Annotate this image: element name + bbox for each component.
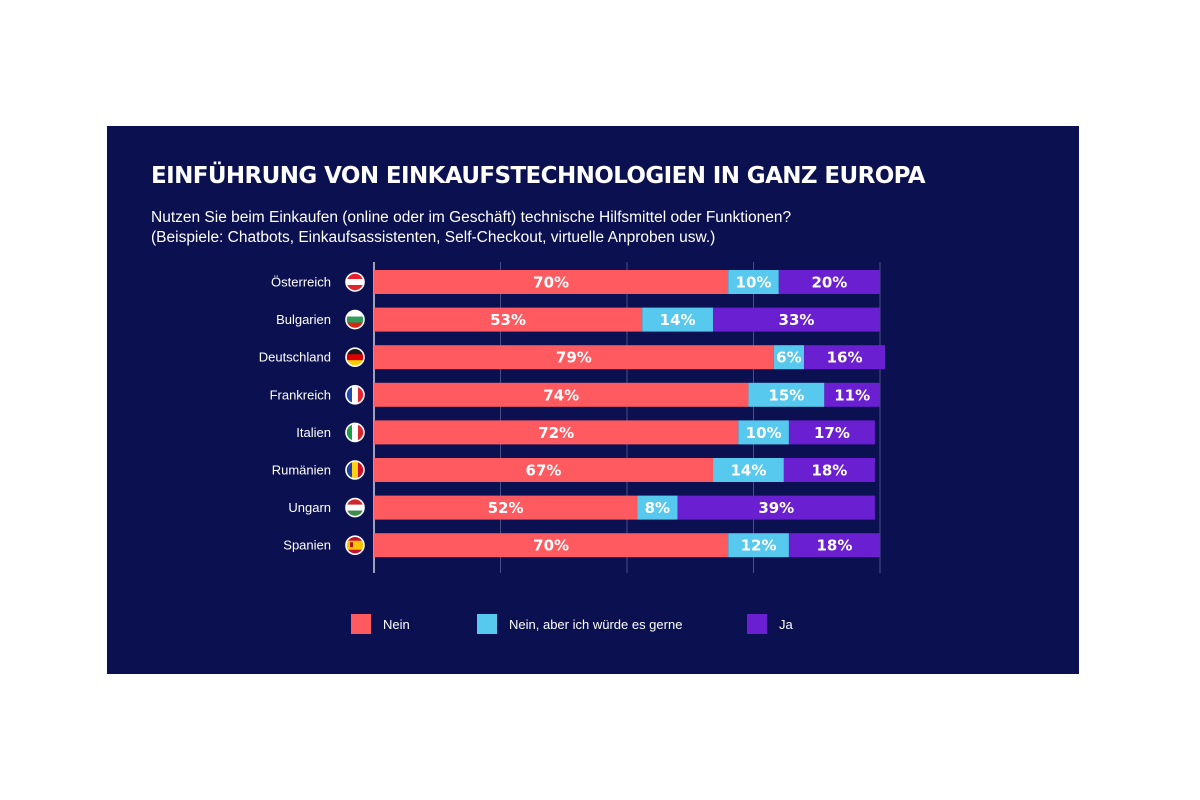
bulgaria-flag-icon	[345, 309, 365, 330]
bars: 70% 10% 20% 53% 14% 33% 79% 6% 16% 74% 15% 11% 72% 10…	[374, 270, 886, 558]
chart-title: EINFÜHRUNG VON EINKAUFSTECHNOLOGIEN IN G…	[151, 163, 926, 189]
bar-segment	[738, 420, 789, 445]
data-label: 15%	[768, 386, 804, 404]
legend-swatch-nein-aber	[477, 614, 497, 634]
bar-segment	[374, 307, 643, 332]
bar-segment	[728, 533, 789, 558]
data-label: 79%	[556, 349, 592, 367]
bar-segment	[778, 270, 880, 294]
data-label: 70%	[533, 537, 569, 555]
bar-segment	[374, 270, 729, 294]
data-label: 11%	[834, 386, 870, 404]
bar-segment	[374, 420, 739, 445]
bar-segment	[804, 345, 886, 370]
category-label: Frankreich	[270, 387, 331, 402]
chart-subtitle-line-1: Nutzen Sie beim Einkaufen (online oder i…	[151, 209, 792, 226]
bar-segment	[374, 495, 638, 520]
category-label: Deutschland	[259, 350, 331, 365]
bar-segment	[788, 420, 875, 445]
data-label: 18%	[811, 462, 847, 480]
legend-item-nein: Nein	[351, 614, 410, 634]
data-label: 53%	[490, 311, 526, 329]
data-label: 20%	[811, 274, 847, 292]
bar-segment	[374, 345, 774, 370]
data-label: 18%	[817, 537, 853, 555]
bar-segment	[824, 382, 880, 407]
category-label: Ungarn	[288, 500, 331, 515]
data-label: 16%	[827, 349, 863, 367]
data-label: 10%	[736, 274, 772, 292]
romania-flag-icon	[345, 460, 365, 480]
bar-segment	[773, 345, 805, 370]
bar-segment	[713, 307, 880, 332]
data-label: 33%	[779, 311, 815, 329]
data-label: 17%	[814, 424, 850, 442]
category-label: Italien	[296, 425, 331, 440]
bar-segment	[783, 458, 875, 482]
bar-segment	[788, 533, 880, 558]
data-label: 67%	[526, 462, 562, 480]
data-label: 14%	[660, 311, 696, 329]
spain-flag-icon	[345, 535, 365, 556]
legend-swatch-nein	[351, 614, 371, 634]
data-label: 14%	[730, 462, 766, 480]
germany-flag-icon	[345, 347, 365, 368]
data-label: 8%	[645, 499, 670, 517]
legend-label-ja: Ja	[779, 616, 793, 632]
legend-item-ja: Ja	[747, 614, 793, 634]
bar-segment	[728, 270, 779, 294]
france-flag-icon	[345, 384, 365, 405]
bar-segment	[374, 458, 714, 482]
bar-segment	[748, 382, 825, 407]
legend-label-nein-aber: Nein, aber ich würde es gerne	[509, 616, 683, 632]
bar-segment	[374, 382, 749, 407]
bar-segment	[713, 458, 784, 482]
bar-segment	[642, 307, 714, 332]
data-label: 10%	[746, 424, 782, 442]
hungary-flag-icon	[345, 497, 365, 518]
legend-label-nein: Nein	[383, 616, 410, 632]
legend-swatch-ja	[747, 614, 767, 634]
data-label: 70%	[533, 274, 569, 292]
austria-flag-icon	[345, 272, 365, 292]
data-label: 39%	[758, 499, 794, 517]
italy-flag-icon	[345, 422, 365, 443]
bar-segment	[637, 495, 678, 520]
data-label: 52%	[488, 499, 524, 517]
data-label: 74%	[543, 386, 579, 404]
category-label: Rumänien	[272, 463, 331, 478]
category-labels: Österreich Bulgarien Deutschland Frankreich…	[259, 272, 365, 556]
data-label: 6%	[776, 349, 801, 367]
category-label: Österreich	[271, 275, 331, 290]
data-label: 72%	[538, 424, 574, 442]
chart-subtitle-line-2: (Beispiele: Chatbots, Einkaufsassistente…	[151, 229, 716, 246]
bar-segment	[677, 495, 875, 520]
category-label: Bulgarien	[276, 312, 331, 327]
legend-item-nein-aber: Nein, aber ich würde es gerne	[477, 614, 682, 634]
bar-segment	[374, 533, 729, 558]
data-label: 12%	[741, 537, 777, 555]
category-label: Spanien	[283, 538, 331, 553]
